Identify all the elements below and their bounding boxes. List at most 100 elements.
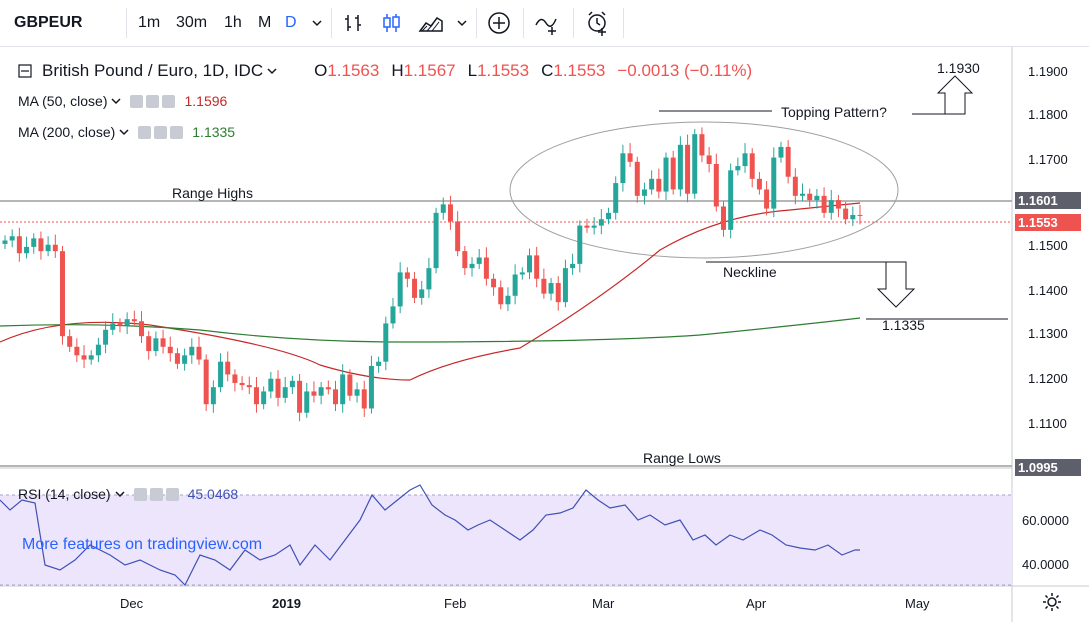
candle-body <box>2 240 8 244</box>
rsi-legend[interactable]: RSI (14, close) 45.0468 <box>18 486 238 502</box>
candle-body <box>95 344 101 356</box>
ma200-value: 1.1335 <box>192 124 236 140</box>
remove-icon[interactable] <box>165 487 179 501</box>
interval-1m[interactable]: 1m <box>138 0 160 46</box>
eye-icon[interactable] <box>130 94 144 108</box>
range-low-price-tag: 1.0995 <box>1015 459 1081 476</box>
candle-body <box>548 283 554 294</box>
neckline-label: Neckline <box>723 264 777 280</box>
watermark[interactable]: More features on tradingview.com <box>22 536 263 553</box>
ma200-label: MA (200, close) <box>18 124 116 140</box>
candle-body <box>620 153 626 184</box>
candle-body <box>857 214 863 216</box>
add-indicator-button[interactable] <box>487 0 511 46</box>
candle-body <box>843 208 849 220</box>
interval-30m[interactable]: 30m <box>176 0 207 46</box>
chevron-down-icon[interactable] <box>266 65 278 77</box>
time-tick: 2019 <box>272 596 301 611</box>
candle-body <box>742 153 748 167</box>
candle-body <box>174 353 180 364</box>
candle-body <box>577 225 583 264</box>
chevron-down-icon[interactable] <box>118 126 130 138</box>
interval-month[interactable]: M <box>258 0 271 46</box>
compare-button[interactable] <box>534 0 562 46</box>
candle-body <box>189 346 195 356</box>
candle-body <box>110 323 116 330</box>
range-lows-label: Range Lows <box>643 450 721 466</box>
candle-body <box>526 255 532 273</box>
interval-m-label: M <box>258 14 272 31</box>
candle-body <box>713 163 719 207</box>
candle-body <box>613 183 619 213</box>
alert-icon <box>588 11 606 36</box>
settings-icon[interactable] <box>149 487 163 501</box>
ma200-legend[interactable]: MA (200, close) 1.1335 <box>18 124 235 140</box>
open-label: O <box>314 61 328 80</box>
candle-body <box>469 263 475 269</box>
price-tick: 1.1100 <box>1028 416 1067 431</box>
low-value: 1.1553 <box>477 61 530 80</box>
area-chart-icon <box>418 17 443 32</box>
remove-icon[interactable] <box>170 125 184 139</box>
candle-body <box>318 387 324 396</box>
eye-icon[interactable] <box>138 125 152 139</box>
candle-body <box>404 272 410 279</box>
bar-chart-icon <box>345 15 361 31</box>
interval-1m-label: 1m <box>138 14 161 31</box>
close-value: 1.1553 <box>553 61 606 80</box>
candle-body <box>570 263 576 269</box>
ma50-line <box>0 202 861 381</box>
bar-chart-button[interactable] <box>343 0 365 46</box>
candle-body <box>232 374 238 383</box>
candle-body <box>685 144 691 194</box>
candle-body <box>828 200 834 213</box>
chart-type-dropdown[interactable] <box>456 0 468 46</box>
range-highs-label: Range Highs <box>172 185 253 201</box>
candle-body <box>519 272 525 275</box>
settings-gear-button[interactable] <box>1042 592 1062 617</box>
remove-icon[interactable] <box>162 94 176 108</box>
topping-label: Topping Pattern? <box>781 104 887 120</box>
high-value: 1.1567 <box>403 61 456 80</box>
rsi-tick: 60.0000 <box>1022 513 1069 528</box>
chevron-down-icon <box>312 20 322 27</box>
candle-body <box>160 338 166 347</box>
candle-body <box>24 246 30 254</box>
rsi-label: RSI (14, close) <box>18 486 111 502</box>
chevron-down-icon[interactable] <box>114 488 126 500</box>
target-up-label: 1.1930 <box>937 60 980 76</box>
area-chart-button[interactable] <box>418 0 444 46</box>
candle-body <box>153 338 159 352</box>
settings-icon[interactable] <box>154 125 168 139</box>
alert-button[interactable] <box>585 0 611 46</box>
candle-body <box>627 153 633 162</box>
candle-body <box>541 278 547 294</box>
candle-body <box>340 374 346 405</box>
candle-body <box>117 323 123 326</box>
symbol-search[interactable]: GBPEUR <box>14 0 82 46</box>
candlestick-button[interactable] <box>381 0 403 46</box>
low-label: L <box>467 61 478 80</box>
candle-body <box>634 161 640 196</box>
interval-1h[interactable]: 1h <box>224 0 242 46</box>
candle-body <box>297 380 303 413</box>
interval-d-label: D <box>285 14 297 31</box>
rsi-value: 45.0468 <box>187 486 239 502</box>
candle-body <box>771 157 777 209</box>
rsi-tick: 40.0000 <box>1022 557 1069 572</box>
candle-body <box>764 189 770 209</box>
interval-day[interactable]: D <box>285 0 297 46</box>
rsi-band <box>0 495 1012 585</box>
candle-body <box>584 225 590 228</box>
interval-dropdown[interactable] <box>311 0 323 46</box>
collapse-icon[interactable] <box>18 64 32 78</box>
candle-body <box>800 193 806 196</box>
ma50-legend[interactable]: MA (50, close) 1.1596 <box>18 93 227 109</box>
down-arrow-icon <box>876 261 916 308</box>
candle-body <box>455 221 461 252</box>
rsi-line <box>0 484 860 587</box>
chevron-down-icon[interactable] <box>110 95 122 107</box>
settings-icon[interactable] <box>146 94 160 108</box>
eye-icon[interactable] <box>133 487 147 501</box>
